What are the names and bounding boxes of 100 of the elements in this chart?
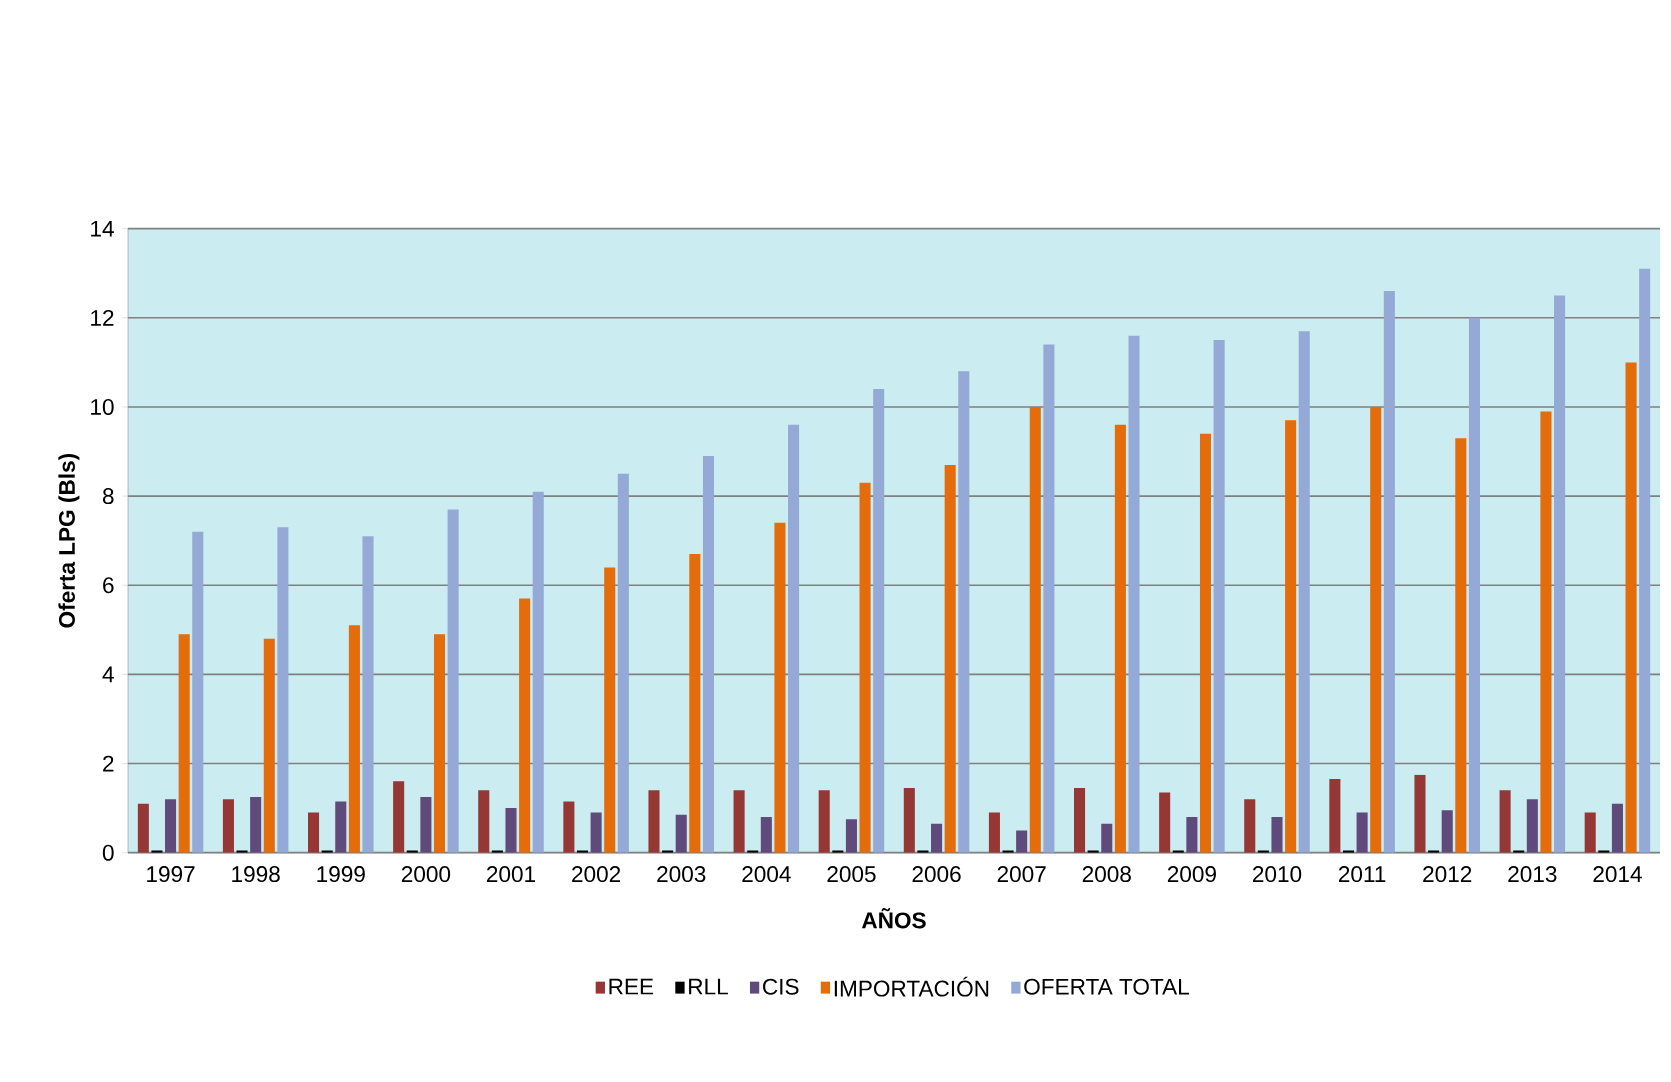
x-tick-label: 2001	[487, 866, 536, 883]
bar	[873, 389, 885, 853]
bar	[178, 634, 190, 853]
y-tick-label: 12	[91, 309, 114, 326]
bar	[944, 464, 956, 853]
x-tick-label: 2008	[1082, 866, 1131, 883]
bar	[532, 491, 544, 853]
bar	[563, 801, 575, 853]
bar	[1016, 830, 1028, 853]
bar	[1186, 817, 1198, 853]
bar	[1468, 317, 1480, 853]
x-tick-label: 2011	[1338, 866, 1386, 883]
bar	[1370, 406, 1382, 853]
bar	[192, 531, 204, 853]
bar	[1441, 810, 1453, 853]
bar	[648, 790, 660, 853]
bar	[1285, 420, 1297, 853]
bar	[222, 799, 234, 853]
x-tick-label: 2013	[1508, 866, 1557, 883]
bar	[335, 801, 347, 853]
bar	[1584, 812, 1596, 853]
bar	[1101, 823, 1113, 853]
bar	[1271, 817, 1283, 853]
x-tick-label: 2012	[1423, 866, 1472, 883]
bar	[519, 598, 531, 853]
bar	[702, 455, 714, 853]
bar	[478, 790, 490, 853]
bar	[733, 790, 745, 853]
x-tick-label: 2005	[827, 866, 876, 883]
bar	[1199, 433, 1212, 853]
bar	[675, 814, 687, 853]
x-axis-title: AÑOS	[861, 908, 926, 929]
bar	[1611, 803, 1623, 853]
bar	[760, 817, 772, 853]
bar	[604, 567, 616, 853]
bar	[1625, 362, 1637, 853]
x-tick-label: 2002	[572, 866, 621, 883]
y-tick-label: 0	[102, 844, 114, 861]
bar	[988, 812, 1000, 853]
x-tick-label: 2000	[401, 866, 451, 883]
bar	[1499, 790, 1511, 853]
x-tick-label: 2010	[1253, 866, 1302, 883]
bar	[1455, 438, 1467, 853]
bar	[788, 424, 800, 853]
legend-label: REE	[609, 978, 654, 995]
bar	[1414, 774, 1426, 853]
bar	[689, 554, 701, 853]
bar	[505, 808, 517, 853]
bar	[250, 796, 262, 853]
bar	[1639, 268, 1651, 853]
bar	[1526, 799, 1538, 853]
bar	[1159, 792, 1171, 853]
x-tick-label: 2014	[1593, 866, 1642, 883]
x-tick-label: 2003	[657, 866, 706, 883]
legend-label: CIS	[763, 978, 799, 995]
bar	[617, 473, 629, 853]
legend-label: OFERTA TOTAL	[1024, 978, 1189, 995]
bar	[137, 803, 149, 853]
legend-label: RLL	[689, 978, 728, 995]
bar	[818, 790, 830, 853]
bar	[447, 509, 459, 853]
legend-label: IMPORTACIÓN	[834, 976, 989, 997]
bar	[1329, 779, 1341, 853]
bar	[1244, 799, 1256, 853]
bar	[1043, 344, 1055, 853]
bar	[277, 527, 289, 853]
y-tick-label: 4	[102, 666, 114, 683]
bar	[165, 799, 177, 853]
bar	[1356, 812, 1368, 853]
x-tick-label: 1999	[317, 866, 365, 883]
y-tick-label: 6	[103, 577, 114, 594]
bar	[931, 823, 943, 853]
x-tick-label: 2006	[912, 866, 961, 883]
bar	[1554, 295, 1566, 853]
x-tick-label: 1997	[147, 866, 195, 883]
bar	[1128, 335, 1140, 853]
y-tick-label: 14	[91, 220, 114, 237]
y-tick-label: 2	[103, 755, 114, 772]
y-axis-title: Oferta LPG (Bls)	[58, 453, 80, 628]
bar	[590, 812, 602, 853]
bar	[348, 625, 360, 853]
bar	[1074, 788, 1086, 853]
bar	[958, 371, 970, 853]
bar	[774, 522, 786, 853]
bar	[420, 796, 432, 853]
bar	[1298, 331, 1310, 853]
bar	[903, 788, 915, 853]
bar	[1029, 406, 1041, 853]
x-tick-label: 1998	[232, 866, 280, 883]
y-tick-label: 10	[91, 398, 114, 415]
bar	[859, 482, 871, 853]
x-tick-label: 2004	[742, 866, 791, 883]
bar	[433, 634, 446, 853]
y-tick-label: 8	[102, 488, 114, 505]
bar	[362, 536, 374, 853]
bar	[1213, 340, 1225, 853]
bar	[845, 819, 857, 853]
bar	[1383, 291, 1395, 853]
x-tick-label: 2009	[1167, 866, 1216, 883]
x-tick-label: 2007	[997, 866, 1046, 883]
